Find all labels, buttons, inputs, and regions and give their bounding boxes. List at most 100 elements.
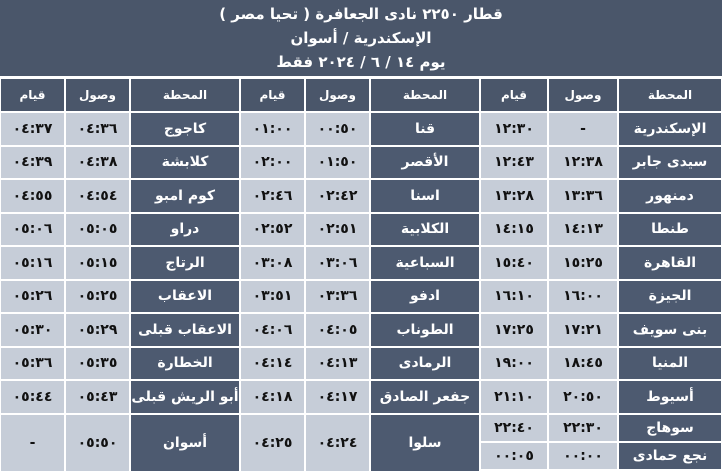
column-header-arrival: وصول: [65, 78, 130, 112]
departure-time: ٠٤:٥٥: [0, 179, 65, 213]
departure-time: ١٧:٢٥: [480, 313, 548, 347]
departure-time: ١٢:٤٣: [480, 146, 548, 180]
departure-time: ٠٣:٥١: [240, 280, 305, 314]
station-name: أبو الريش قبلى: [130, 380, 240, 414]
station-name: دراو: [130, 213, 240, 247]
arrival-time: ٢٢:٣٠: [548, 414, 618, 442]
station-name: القاهرة: [618, 246, 722, 280]
arrival-time: ١٦:٠٠: [548, 280, 618, 314]
arrival-time: ٠٥:٣٥: [65, 347, 130, 381]
arrival-time: ١٨:٤٥: [548, 347, 618, 381]
station-name: أسيوط: [618, 380, 722, 414]
station-name: الكلابية: [370, 213, 480, 247]
departure-time: ١٣:٢٨: [480, 179, 548, 213]
departure-time: ١٩:٠٠: [480, 347, 548, 381]
arrival-time: ٠٠:٠٠: [548, 442, 618, 470]
departure-time: ١٤:١٥: [480, 213, 548, 247]
arrival-time: ٠٥:٢٩: [65, 313, 130, 347]
arrival-time: ٠٤:٥٤: [65, 179, 130, 213]
station-name: الأقصر: [370, 146, 480, 180]
departure-time: ٠٤:٣٩: [0, 146, 65, 180]
column-header-arrival: وصول: [548, 78, 618, 112]
date-title: يوم ١٤ / ٦ / ٢٠٢٤ فقط: [0, 50, 722, 74]
station-name: الخطارة: [130, 347, 240, 381]
station-name: أسوان: [130, 414, 240, 472]
station-name: جفعر الصادق: [370, 380, 480, 414]
arrival-time: ١٣:٣٦: [548, 179, 618, 213]
departure-time: ٠٢:٥٢: [240, 213, 305, 247]
station-name: سوهاج: [618, 414, 722, 442]
column-header-departure: قيام: [0, 78, 65, 112]
arrival-time: ٠٤:١٧: [305, 380, 370, 414]
departure-time: ١٥:٤٠: [480, 246, 548, 280]
departure-time: ٠٢:٤٦: [240, 179, 305, 213]
arrival-time: ٠٥:١٥: [65, 246, 130, 280]
arrival-time: ٠٢:٤٢: [305, 179, 370, 213]
station-name: بنى سويف: [618, 313, 722, 347]
route-title: الإسكندرية / أسوان: [0, 26, 722, 50]
arrival-time: ٠٥:٤٣: [65, 380, 130, 414]
departure-time: ٠٢:٠٠: [240, 146, 305, 180]
station-name: الرمادى: [370, 347, 480, 381]
station-name: نجع حمادى: [618, 442, 722, 470]
departure-time: ٠٥:٢٦: [0, 280, 65, 314]
station-name: اسنا: [370, 179, 480, 213]
departure-time: ٠٥:٠٦: [0, 213, 65, 247]
departure-time: ٠٠:٠٥: [480, 442, 548, 470]
arrival-time: ٠٠:٥٠: [305, 112, 370, 146]
timetable-title-banner: قطار ٢٢٥٠ نادى الجعافرة ( تحيا مصر ) الإ…: [0, 0, 722, 76]
station-name: قنا: [370, 112, 480, 146]
arrival-time: ٠٢:٥١: [305, 213, 370, 247]
departure-time: ٠٤:١٨: [240, 380, 305, 414]
departure-time: ٠٥:٣٦: [0, 347, 65, 381]
departure-time: ٠٤:٢٥: [240, 414, 305, 472]
arrival-time: ٠٤:٣٨: [65, 146, 130, 180]
departure-time: ٠٥:٤٤: [0, 380, 65, 414]
column-header-station: المحطة: [370, 78, 480, 112]
departure-time: ٠٥:١٦: [0, 246, 65, 280]
departure-time: ٠٥:٣٠: [0, 313, 65, 347]
departure-time: ١٦:١٠: [480, 280, 548, 314]
arrival-time: ٠٤:٠٥: [305, 313, 370, 347]
arrival-time: ٢٠:٥٠: [548, 380, 618, 414]
station-name: سلوا: [370, 414, 480, 472]
arrival-time: ١٧:٢١: [548, 313, 618, 347]
station-name: ادفو: [370, 280, 480, 314]
departure-time: ٢٢:٤٠: [480, 414, 548, 442]
departure-time: ٠٤:٠٦: [240, 313, 305, 347]
departure-time: -: [0, 414, 65, 472]
arrival-time: ٠٣:٠٦: [305, 246, 370, 280]
station-name: سيدى جابر: [618, 146, 722, 180]
arrival-time: ٠٤:٣٦: [65, 112, 130, 146]
station-name: طنطا: [618, 213, 722, 247]
column-header-arrival: وصول: [305, 78, 370, 112]
station-name: كاجوج: [130, 112, 240, 146]
arrival-time: ٠٤:٢٤: [305, 414, 370, 472]
station-name: الاعقاب: [130, 280, 240, 314]
arrival-time: ٠١:٥٠: [305, 146, 370, 180]
column-header-departure: قيام: [480, 78, 548, 112]
departure-time: ٠٣:٠٨: [240, 246, 305, 280]
departure-time: ٢١:١٠: [480, 380, 548, 414]
arrival-time: ٠٥:٥٠: [65, 414, 130, 472]
arrival-time: ١٢:٣٨: [548, 146, 618, 180]
arrival-time: ٠٥:٠٥: [65, 213, 130, 247]
column-header-departure: قيام: [240, 78, 305, 112]
station-name: الإسكندرية: [618, 112, 722, 146]
station-name: دمنهور: [618, 179, 722, 213]
arrival-time: ٠٤:١٣: [305, 347, 370, 381]
departure-time: ٠٤:٣٧: [0, 112, 65, 146]
station-name: الطوناب: [370, 313, 480, 347]
station-name: الاعقاب قبلى: [130, 313, 240, 347]
departure-time: ٠٤:١٤: [240, 347, 305, 381]
arrival-time: -: [548, 112, 618, 146]
column-header-station: المحطة: [130, 78, 240, 112]
station-name: الرتاج: [130, 246, 240, 280]
station-name: كوم امبو: [130, 179, 240, 213]
arrival-time: ٠٥:٢٥: [65, 280, 130, 314]
station-name: الجيزة: [618, 280, 722, 314]
column-header-station: المحطة: [618, 78, 722, 112]
station-name: السباعية: [370, 246, 480, 280]
arrival-time: ١٥:٢٥: [548, 246, 618, 280]
departure-time: ١٢:٣٠: [480, 112, 548, 146]
